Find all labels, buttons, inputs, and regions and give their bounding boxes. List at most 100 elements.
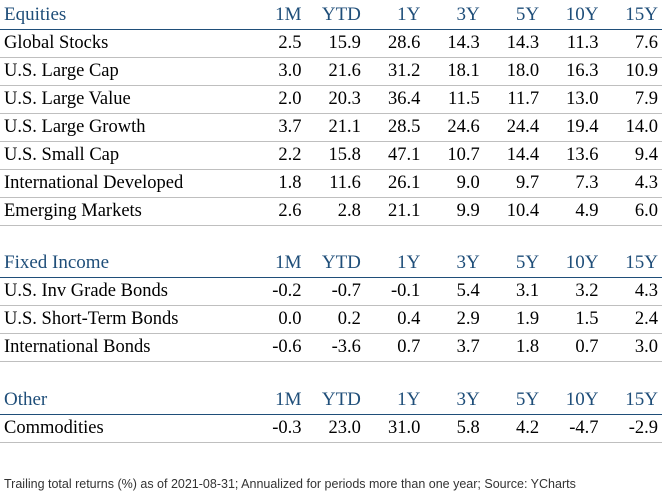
return-value: 13.0 <box>543 85 603 114</box>
return-value: 1.8 <box>483 333 544 362</box>
return-value: 4.2 <box>483 414 544 443</box>
return-value: 11.5 <box>424 85 484 114</box>
return-value: 19.4 <box>543 113 603 142</box>
return-value: 2.8 <box>305 197 365 226</box>
return-value: 36.4 <box>364 85 425 114</box>
section-title: Fixed Income <box>0 248 247 278</box>
return-value: 3.2 <box>543 277 603 306</box>
column-header: YTD <box>305 248 365 278</box>
column-header: 15Y <box>602 248 662 278</box>
section-title: Other <box>0 385 247 415</box>
asset-class-name: Emerging Markets <box>0 197 247 226</box>
column-header: 1Y <box>364 0 425 30</box>
return-value: 2.6 <box>246 197 306 226</box>
section-title: Equities <box>0 0 247 30</box>
return-value: 14.4 <box>483 141 544 170</box>
return-value: 31.0 <box>364 414 425 443</box>
table-row: U.S. Inv Grade Bonds -0.2 -0.7 -0.1 5.4 3.1 3.… <box>0 277 662 306</box>
return-value: -0.3 <box>246 414 306 443</box>
column-header: 3Y <box>424 248 484 278</box>
column-header: 5Y <box>483 385 544 415</box>
returns-table-body: Equities 1M YTD 1Y 3Y 5Y 10Y 15Y Global Stocks 2.… <box>0 0 662 443</box>
return-value: 47.1 <box>364 141 425 170</box>
column-header: YTD <box>305 385 365 415</box>
return-value: 24.4 <box>483 113 544 142</box>
column-header: 1M <box>246 248 306 278</box>
asset-class-name: International Developed <box>0 169 247 198</box>
return-value: -4.7 <box>543 414 603 443</box>
return-value: 23.0 <box>305 414 365 443</box>
return-value: 21.6 <box>305 57 365 86</box>
return-value: 1.5 <box>543 305 603 334</box>
return-value: -0.1 <box>364 277 425 306</box>
table-row: Commodities -0.3 23.0 31.0 5.8 4.2 -4.7 -2.9 <box>0 414 662 443</box>
returns-table: Equities 1M YTD 1Y 3Y 5Y 10Y 15Y Global Stocks 2.… <box>0 0 662 443</box>
column-header: 5Y <box>483 0 544 30</box>
return-value: 9.0 <box>424 169 484 198</box>
return-value: 2.2 <box>246 141 306 170</box>
return-value: 28.5 <box>364 113 425 142</box>
return-value: 10.4 <box>483 197 544 226</box>
column-header: 1Y <box>364 248 425 278</box>
return-value: 0.0 <box>246 305 306 334</box>
column-header: YTD <box>305 0 365 30</box>
return-value: 18.1 <box>424 57 484 86</box>
return-value: 15.9 <box>305 29 365 58</box>
return-value: 0.2 <box>305 305 365 334</box>
return-value: 0.4 <box>364 305 425 334</box>
return-value: 11.3 <box>543 29 603 58</box>
section-spacer <box>0 226 662 249</box>
return-value: 9.7 <box>483 169 544 198</box>
return-value: 1.8 <box>246 169 306 198</box>
return-value: 31.2 <box>364 57 425 86</box>
return-value: 21.1 <box>305 113 365 142</box>
table-row: U.S. Large Value 2.0 20.3 36.4 11.5 11.7 13.0 7… <box>0 85 662 114</box>
return-value: 14.3 <box>424 29 484 58</box>
return-value: 3.7 <box>424 333 484 362</box>
asset-class-name: Global Stocks <box>0 29 247 58</box>
asset-class-name: U.S. Large Growth <box>0 113 247 142</box>
return-value: 2.4 <box>602 305 662 334</box>
return-value: -3.6 <box>305 333 365 362</box>
return-value: 10.7 <box>424 141 484 170</box>
return-value: 0.7 <box>364 333 425 362</box>
table-row: Global Stocks 2.5 15.9 28.6 14.3 14.3 11.3 7.6 <box>0 29 662 58</box>
return-value: -0.7 <box>305 277 365 306</box>
asset-class-name: U.S. Large Value <box>0 85 247 114</box>
source-footnote: Trailing total returns (%) as of 2021-08… <box>4 477 576 491</box>
asset-class-name: U.S. Short-Term Bonds <box>0 305 247 334</box>
return-value: 6.0 <box>602 197 662 226</box>
return-value: 3.7 <box>246 113 306 142</box>
spacer-cell <box>0 226 662 249</box>
column-header: 1M <box>246 385 306 415</box>
return-value: 5.8 <box>424 414 484 443</box>
return-value: 7.3 <box>543 169 603 198</box>
column-header: 10Y <box>543 248 603 278</box>
section-header-row: Fixed Income 1M YTD 1Y 3Y 5Y 10Y 15Y <box>0 248 662 278</box>
table-row: U.S. Large Growth 3.7 21.1 28.5 24.6 24.4 19.4… <box>0 113 662 142</box>
return-value: 14.0 <box>602 113 662 142</box>
section-header-row: Equities 1M YTD 1Y 3Y 5Y 10Y 15Y <box>0 0 662 30</box>
asset-class-name: U.S. Small Cap <box>0 141 247 170</box>
return-value: 26.1 <box>364 169 425 198</box>
column-header: 1M <box>246 0 306 30</box>
return-value: 11.7 <box>483 85 544 114</box>
asset-class-name: U.S. Inv Grade Bonds <box>0 277 247 306</box>
return-value: 0.7 <box>543 333 603 362</box>
section-header-row: Other 1M YTD 1Y 3Y 5Y 10Y 15Y <box>0 385 662 415</box>
return-value: 18.0 <box>483 57 544 86</box>
return-value: 5.4 <box>424 277 484 306</box>
return-value: 4.3 <box>602 169 662 198</box>
return-value: 3.0 <box>602 333 662 362</box>
return-value: 16.3 <box>543 57 603 86</box>
return-value: 2.0 <box>246 85 306 114</box>
column-header: 5Y <box>483 248 544 278</box>
return-value: 4.9 <box>543 197 603 226</box>
table-row: International Developed 1.8 11.6 26.1 9.0 9.7… <box>0 169 662 198</box>
section-spacer <box>0 362 662 386</box>
table-row: U.S. Small Cap 2.2 15.8 47.1 10.7 14.4 13.6 9.4 <box>0 141 662 170</box>
table-row: International Bonds -0.6 -3.6 0.7 3.7 1.8 0.7 3… <box>0 333 662 362</box>
return-value: 4.3 <box>602 277 662 306</box>
return-value: 2.5 <box>246 29 306 58</box>
